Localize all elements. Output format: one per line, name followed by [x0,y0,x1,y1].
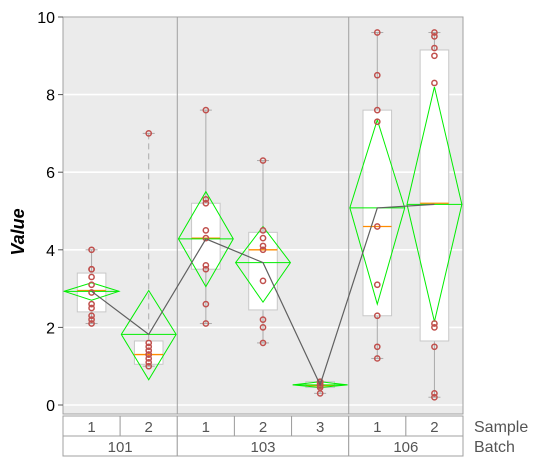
sample-group [234,157,292,347]
batch-label: 101 [108,439,133,456]
sample-group [120,130,177,381]
data-point [431,52,438,60]
mean-diamond [234,225,292,304]
data-point [259,339,267,347]
data-point [145,343,153,351]
data-point [431,343,438,351]
plot-border [62,16,464,415]
data-point [373,29,381,36]
x-axis-group-labels: 1 2 101 1 2 3 103 1 2 106 [62,415,464,457]
data-point [145,358,153,366]
data-point [202,300,210,308]
sample-label: 2 [145,419,153,436]
sample-label: 1 [87,419,95,436]
box [191,202,221,270]
data-point [145,351,153,358]
mean-connect-line [91,203,435,387]
inner-group-title: Sample [474,419,528,436]
data-point [316,390,324,397]
sample-group [406,29,463,401]
data-point [373,343,381,351]
data-point [88,281,95,289]
data-point [259,242,267,250]
data-point [202,227,210,234]
sample-group [177,106,234,327]
mean-diamond [349,118,406,306]
sample-label: 1 [373,419,381,436]
box [248,231,278,311]
data-point [202,199,210,207]
sample-label: 2 [430,419,438,436]
outer-group-title: Batch [474,439,515,456]
data-point [431,320,438,327]
data-point [431,33,438,40]
y-axis: 0 2 4 6 8 10 [37,10,63,415]
mean-diamond [120,289,177,381]
y-tick-label: 2 [46,320,55,337]
sample-label: 1 [202,419,210,436]
data-point [88,316,95,323]
data-point [259,324,267,331]
data-point [145,130,153,137]
data-point [431,44,438,52]
data-point [88,320,95,327]
data-point [88,265,95,273]
plot-area [62,16,464,415]
data-point [202,261,210,269]
data-point [431,390,438,397]
data-point [431,324,438,331]
data-point [145,355,153,362]
data-point [373,223,381,230]
data-point [202,320,210,327]
y-tick-label: 4 [46,243,55,260]
y-tick-label: 8 [46,88,55,105]
data-point [88,312,95,320]
data-point [259,157,267,164]
data-point [145,362,153,370]
y-axis-title: Value [8,208,28,255]
data-point [145,347,153,355]
data-point [259,246,267,254]
y-tick-label: 6 [46,165,55,182]
data-point [202,234,210,242]
box [362,109,393,317]
data-point [202,106,210,114]
box [419,49,450,342]
data-point [88,246,95,254]
mean-diamond [177,190,234,288]
data-point [259,227,267,234]
batch-label: 106 [393,439,418,456]
data-point [373,281,381,289]
data-point [431,29,438,36]
data-point [88,289,95,296]
data-point [88,304,95,312]
data-point [259,277,267,285]
mean-diamond [62,282,121,301]
data-point [431,79,438,87]
data-point [88,273,95,281]
sample-label: 2 [259,419,267,436]
data-point [373,312,381,320]
data-point [202,265,210,273]
data-point [88,300,95,308]
data-point [373,118,381,126]
batch-label-cell [348,435,464,457]
sample-label: 3 [316,419,324,436]
data-point [373,71,381,79]
y-tick-label: 0 [46,398,55,415]
data-point [373,355,381,362]
sample-group [349,29,406,362]
sample-group [62,246,121,327]
data-point [259,234,267,242]
data-point [373,106,381,114]
data-point [259,316,267,323]
y-tick-label: 10 [37,10,55,27]
data-point [202,196,210,203]
data-point [145,339,153,347]
data-point [431,393,438,401]
batch-label: 103 [250,439,275,456]
